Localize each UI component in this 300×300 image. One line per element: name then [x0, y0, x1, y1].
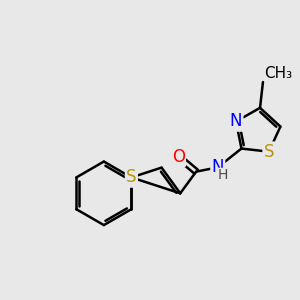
Text: N: N [230, 112, 242, 130]
Text: S: S [264, 143, 274, 161]
Text: O: O [172, 148, 185, 166]
Text: N: N [212, 158, 224, 176]
Text: S: S [126, 168, 136, 186]
Text: CH₃: CH₃ [264, 66, 292, 81]
Text: H: H [218, 168, 228, 182]
